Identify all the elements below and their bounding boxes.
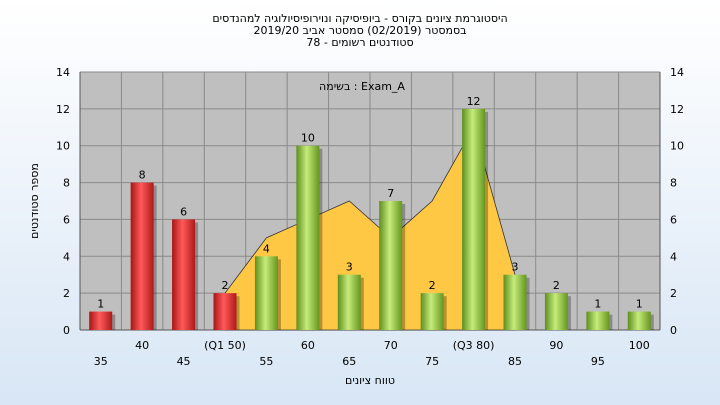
x-tick-label: 65 (342, 355, 356, 368)
bar (254, 256, 278, 330)
x-tick-label: 100 (629, 339, 650, 352)
data-label: 3 (512, 261, 519, 274)
bars (89, 108, 654, 330)
bar (503, 274, 527, 330)
x-tick-label: 40 (135, 339, 149, 352)
bar (544, 293, 568, 330)
x-tick-label: (Q3 80) (453, 339, 495, 352)
grid (79, 71, 661, 331)
x-tick-label: 60 (301, 339, 315, 352)
bar (627, 311, 651, 330)
y-tick-label-left: 14 (56, 66, 70, 79)
chart-title-line-3: סטודנטים רשומים - 78 (306, 36, 413, 49)
y-tick-label-left: 10 (56, 140, 70, 153)
x-tick-label: 70 (384, 339, 398, 352)
y-tick-label-right: 8 (670, 177, 677, 190)
y-tick-label-left: 12 (56, 103, 70, 116)
data-label: 6 (180, 205, 187, 218)
bar (337, 274, 361, 330)
data-label: 1 (636, 298, 643, 311)
data-label: 7 (387, 187, 394, 200)
y-tick-label-right: 14 (670, 66, 684, 79)
y-tick-label-right: 10 (670, 140, 684, 153)
data-label: 2 (553, 279, 560, 292)
y-tick-label-right: 4 (670, 250, 677, 263)
bar (296, 145, 320, 330)
data-label: 4 (263, 242, 270, 255)
y-tick-label-right: 6 (670, 213, 677, 226)
x-tick-label: 35 (94, 355, 108, 368)
bar (130, 182, 154, 330)
y-tick-label-left: 6 (63, 213, 70, 226)
y-tick-label-right: 2 (670, 287, 677, 300)
bar (172, 219, 196, 330)
x-tick-label: 75 (425, 355, 439, 368)
data-label: 8 (139, 169, 146, 182)
x-tick-label: 55 (259, 355, 273, 368)
bar (213, 293, 237, 330)
x-axis-label: טווח ציונים (345, 374, 395, 387)
data-label: 2 (429, 279, 436, 292)
data-label: 2 (222, 279, 229, 292)
y-tick-label-left: 4 (63, 250, 70, 263)
data-label: 10 (301, 132, 315, 145)
data-label: 3 (346, 261, 353, 274)
data-labels: 1 8 6 2 4 10 3 7 2 12 3 2 1 1 (97, 95, 643, 311)
x-tick-label: (Q1 50) (204, 339, 246, 352)
bar (462, 108, 486, 330)
y-tick-label-left: 8 (63, 177, 70, 190)
bar (586, 311, 610, 330)
x-tick-label: 95 (591, 355, 605, 368)
chart-title-line-1: היסטוגרמת ציונים בקורס - ביופיסיקה ונויר… (212, 12, 507, 25)
data-label: 12 (467, 95, 481, 108)
y-tick-label-left: 2 (63, 287, 70, 300)
x-tick-label: 90 (549, 339, 563, 352)
chart-title-line-2: בסמסטר (02/2019) סמסטר אביב 2019/20 (253, 24, 466, 37)
bar (420, 293, 444, 330)
bar (379, 201, 403, 330)
y-tick-label-right: 0 (670, 324, 677, 337)
x-tick-label: 45 (177, 355, 191, 368)
x-tick-label: 85 (508, 355, 522, 368)
y-axis-label: מספר סטודנטים (28, 163, 41, 239)
data-label: 1 (97, 298, 104, 311)
bar (89, 311, 113, 330)
y-tick-label-left: 0 (63, 324, 70, 337)
y-tick-label-right: 12 (670, 103, 684, 116)
data-label: 1 (594, 298, 601, 311)
chart-annotation: בשימה : Exam_A (319, 80, 405, 93)
